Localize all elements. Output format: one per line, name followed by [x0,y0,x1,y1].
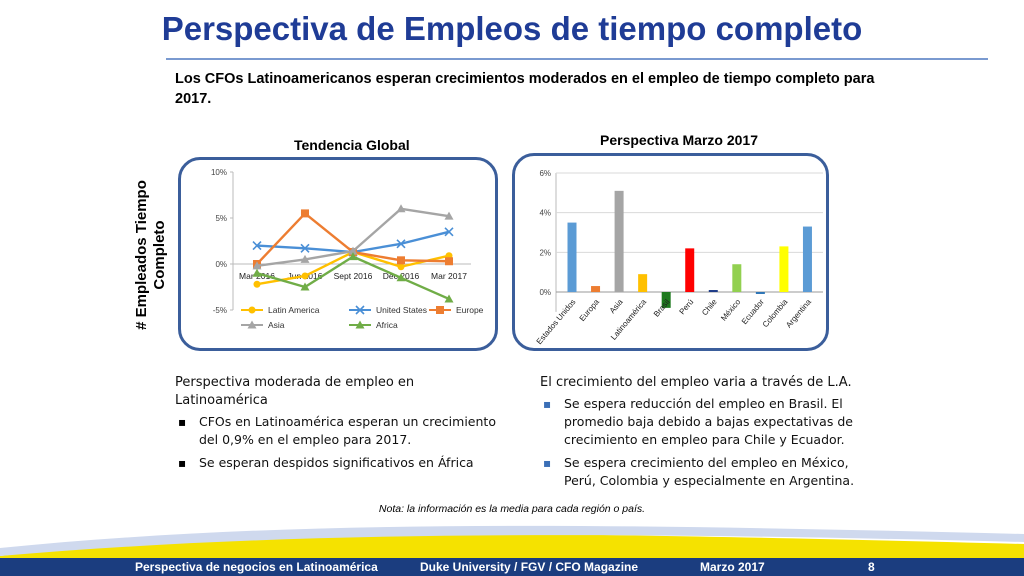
bar-chart-y-tick-label: 2% [539,248,551,257]
line-chart-y-tick-label: 10% [211,168,227,177]
footer-swoosh [0,525,1024,558]
legend-label: United States [376,305,427,315]
bar-6 [708,290,718,292]
footnote: Nota: la información es la media para ca… [378,503,646,515]
line-point [300,282,310,291]
line-point [445,257,453,266]
bar-category-label: Argentina [784,297,813,329]
line-point [396,273,406,282]
legend-swatch-marker [247,320,257,329]
bar-4 [661,292,671,308]
left-summary: Perspectiva moderada de empleo en Latino… [175,374,505,477]
line-chart: 10%5%0%-5%Mar 2016 Jun 2016 Sept 2016 Dec 2… [211,168,484,330]
footer: Perspectiva de negocios en Latinoamérica… [0,518,1024,576]
footer-date-text: Marzo 2017 [700,560,765,574]
bar-chart: 6%4%2%0%Estados Unidos Europa AsiaLatinoam… [535,169,823,346]
line-point [348,246,358,255]
line-chart-y-tick-label: 0% [215,260,227,269]
line-chart-title: Tendencia Global [294,137,410,153]
slide-subtitle: Los CFOs Latinoamericanos esperan crecim… [175,71,875,107]
line-point [444,211,454,220]
footer-left-text: Perspectiva de negocios en Latinoamérica [135,560,378,574]
right-bullet-2: Se espera crecimiento del empleo en Méxi… [540,454,870,490]
line-point [252,268,262,277]
line-point [396,239,406,249]
footer-center-text: Duke University / FGV / CFO Magazine [420,560,639,574]
line-point [301,272,309,280]
line-point [301,209,309,218]
bar-category-label: Europa [578,297,602,323]
line-legend-item: Asia [241,320,285,330]
y-axis-label-line-1: # Empleados Tiempo [132,180,150,330]
right-summary: El crecimiento del empleo varia a través… [540,374,870,495]
right-summary-heading: El crecimiento del empleo varia a través… [540,375,852,390]
left-bullet-2: Se esperan despidos significativos en Áf… [175,454,505,472]
line-chart-x-tick-label: Sept 2016 [334,271,373,281]
line-legend-item: Latin America [241,305,320,315]
line-legend-item: United States [349,305,427,315]
legend-swatch-marker [248,306,256,314]
slide-title: Perspectiva de Empleos de tiempo complet… [161,10,863,47]
bar-category-label: Chile [700,297,719,317]
line-series-africa [252,252,454,303]
line-legend-item: Africa [349,320,398,330]
legend-label: Africa [376,320,398,330]
bar-chart-title: Perspectiva Marzo 2017 [600,132,758,148]
bar-2 [614,190,624,292]
line-point [300,243,310,253]
legend-swatch-marker [436,306,444,314]
line-point [253,280,261,288]
line-chart-y-tick-label: -5% [213,306,227,315]
footer-bar [0,558,1024,576]
bar-0 [567,222,577,292]
line-legend-item: Europe [429,305,484,315]
left-summary-heading: Perspectiva moderada de empleo en Latino… [175,375,415,408]
line-point [444,227,454,237]
page-number: 8 [868,560,875,574]
bar-5 [685,248,695,292]
legend-swatch-marker [355,305,365,315]
bar-chart-panel: 6% 4% 2% 0% Estados Unidos Europa Asia Latinoam… [512,153,829,351]
line-point [444,294,454,303]
left-bullet-1: CFOs en Latinoamérica esperan un crecimi… [175,413,505,449]
line-point [300,254,310,263]
bar-10 [802,226,812,292]
bar-chart-y-tick-label: 6% [539,169,551,178]
line-chart-x-tick-label: Mar 2017 [431,271,467,281]
title-divider [166,58,988,60]
line-series-asia [252,204,454,270]
bar-category-label: México [719,297,743,323]
y-axis-label-line-2: Completo [150,220,168,290]
line-point [397,263,405,271]
right-bullet-1: Se espera reducción del empleo en Brasil… [540,395,870,449]
bar-9 [779,246,789,292]
line-point [348,252,358,261]
line-point [252,261,262,270]
legend-swatch-marker [355,320,365,329]
line-point [252,241,262,251]
line-chart-panel: 10% 5% 0% -5% Mar 2016 Jun 2016 Sept 2016 Dec 2… [178,157,498,351]
bar-7 [732,264,742,292]
line-point [396,204,406,213]
legend-label: Latin America [268,305,320,315]
line-chart-y-tick-label: 5% [215,214,227,223]
bar-8 [755,292,765,294]
bar-chart-y-tick-label: 4% [539,209,551,218]
bar-3 [638,274,648,292]
line-point [397,256,405,265]
bar-1 [591,286,601,292]
legend-label: Europe [456,305,484,315]
bar-chart-y-tick-label: 0% [539,288,551,297]
bar-category-label: Perú [677,298,695,317]
legend-label: Asia [268,320,285,330]
bar-category-label: Asia [608,297,625,315]
